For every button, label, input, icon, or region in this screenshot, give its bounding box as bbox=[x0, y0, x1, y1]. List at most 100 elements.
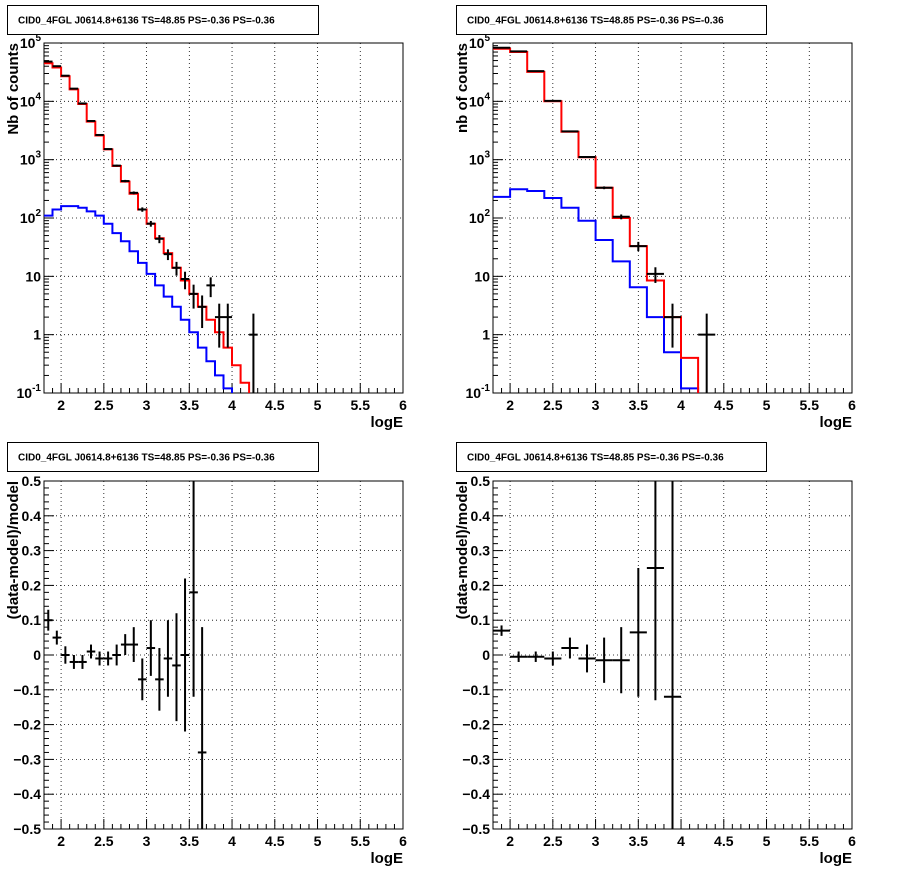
x-tick-label: 3.5 bbox=[180, 833, 200, 849]
series-0-histogram bbox=[493, 188, 700, 393]
chart-title: CID0_4FGL J0614.8+6136 TS=48.85 PS=-0.36… bbox=[18, 16, 275, 27]
y-tick-label: 102 bbox=[20, 208, 42, 226]
x-tick-label: 3.5 bbox=[180, 397, 200, 413]
x-tick-label: 5 bbox=[314, 833, 322, 849]
data-point bbox=[646, 267, 664, 283]
y-tick-label: 10 bbox=[474, 268, 490, 284]
data-point bbox=[172, 613, 181, 722]
x-tick-label: 6 bbox=[399, 397, 407, 413]
y-tick-label: −0.1 bbox=[13, 682, 41, 698]
data-point bbox=[214, 303, 224, 348]
x-tick-label: 3.5 bbox=[629, 397, 649, 413]
data-point bbox=[120, 634, 130, 655]
chart-panel-top-right: CID0_4FGL J0614.8+6136 TS=48.85 PS=-0.36… bbox=[454, 5, 856, 431]
x-tick-label: 6 bbox=[848, 833, 856, 849]
y-tick-label: 1 bbox=[482, 327, 490, 343]
y-tick-label: 0.5 bbox=[22, 473, 42, 489]
y-tick-label: 104 bbox=[469, 91, 491, 109]
y-tick-label: 0.5 bbox=[471, 473, 491, 489]
data-point bbox=[663, 303, 682, 348]
data-point bbox=[86, 644, 96, 659]
data-point bbox=[78, 102, 87, 105]
data-point bbox=[197, 627, 207, 829]
data-point bbox=[698, 313, 716, 393]
data-point bbox=[223, 303, 233, 348]
data-point bbox=[561, 130, 579, 133]
y-tick-label: 103 bbox=[20, 150, 42, 168]
plot-area bbox=[44, 60, 258, 393]
y-tick-label: 10-1 bbox=[466, 383, 491, 401]
y-tick-label: 0.4 bbox=[471, 508, 491, 524]
x-tick-label: 4 bbox=[228, 833, 236, 849]
y-tick-label: −0.4 bbox=[13, 786, 41, 802]
x-tick-label: 5.5 bbox=[351, 397, 371, 413]
data-point bbox=[129, 191, 139, 195]
y-tick-label: 10 bbox=[25, 268, 41, 284]
data-point bbox=[544, 651, 562, 666]
y-axis-label: (data-model)/model bbox=[5, 481, 22, 619]
title-box bbox=[7, 442, 319, 472]
x-tick-label: 2 bbox=[57, 397, 65, 413]
chart-title: CID0_4FGL J0614.8+6136 TS=48.85 PS=-0.36… bbox=[467, 16, 724, 27]
x-tick-label: 5.5 bbox=[800, 397, 820, 413]
title-box bbox=[456, 442, 767, 472]
data-point bbox=[189, 481, 198, 697]
data-point bbox=[180, 578, 190, 732]
grid bbox=[44, 481, 403, 829]
data-point bbox=[493, 625, 511, 636]
y-tick-label: −0.2 bbox=[462, 717, 490, 733]
data-point bbox=[629, 241, 647, 252]
data-point bbox=[510, 651, 528, 662]
data-point bbox=[138, 207, 147, 212]
x-tick-label: 2.5 bbox=[543, 833, 563, 849]
x-tick-label: 2 bbox=[506, 397, 514, 413]
y-tick-label: −0.4 bbox=[462, 786, 490, 802]
y-axis-label: (data-model)/model bbox=[454, 481, 471, 619]
data-point bbox=[146, 220, 156, 227]
data-point bbox=[69, 655, 79, 669]
chart-panel-bottom-left: CID0_4FGL J0614.8+6136 TS=48.85 PS=-0.36… bbox=[5, 442, 407, 867]
x-tick-label: 4 bbox=[677, 833, 685, 849]
x-axis-label: logE bbox=[371, 850, 404, 867]
chart-title: CID0_4FGL J0614.8+6136 TS=48.85 PS=-0.36… bbox=[18, 453, 275, 464]
x-tick-label: 6 bbox=[848, 397, 856, 413]
data-point bbox=[561, 637, 579, 659]
data-point bbox=[103, 651, 113, 666]
chart-panel-top-left: CID0_4FGL J0614.8+6136 TS=48.85 PS=-0.36… bbox=[5, 5, 407, 431]
data-point bbox=[44, 60, 53, 63]
x-tick-label: 3 bbox=[592, 833, 600, 849]
x-tick-label: 5 bbox=[314, 397, 322, 413]
x-tick-label: 2 bbox=[57, 833, 65, 849]
y-tick-label: 0.3 bbox=[471, 543, 491, 559]
data-point bbox=[86, 120, 96, 123]
data-point bbox=[112, 644, 121, 666]
x-tick-label: 4.5 bbox=[714, 833, 734, 849]
y-tick-label: 102 bbox=[469, 208, 491, 226]
x-axis-label: logE bbox=[371, 414, 404, 431]
data-point bbox=[544, 99, 562, 102]
x-tick-label: 5.5 bbox=[351, 833, 371, 849]
data-point bbox=[612, 214, 630, 220]
data-point bbox=[155, 648, 164, 711]
y-tick-label: 0.4 bbox=[22, 508, 42, 524]
plot-area bbox=[44, 481, 207, 829]
x-tick-label: 3 bbox=[143, 397, 151, 413]
data-point bbox=[612, 627, 630, 694]
data-point bbox=[52, 65, 62, 68]
x-tick-label: 3 bbox=[143, 833, 151, 849]
y-tick-label: 105 bbox=[469, 33, 491, 51]
data-point bbox=[52, 630, 62, 645]
x-axis-label: logE bbox=[820, 414, 853, 431]
plot-area bbox=[493, 46, 716, 393]
x-tick-label: 5.5 bbox=[800, 833, 820, 849]
data-point bbox=[146, 620, 156, 676]
x-tick-label: 2.5 bbox=[543, 397, 563, 413]
data-point bbox=[78, 655, 87, 669]
data-point bbox=[163, 249, 173, 261]
data-point bbox=[206, 277, 215, 298]
data-point bbox=[249, 313, 258, 393]
data-point bbox=[129, 627, 139, 662]
x-tick-label: 3 bbox=[592, 397, 600, 413]
data-point bbox=[163, 620, 173, 697]
data-point bbox=[578, 644, 596, 673]
